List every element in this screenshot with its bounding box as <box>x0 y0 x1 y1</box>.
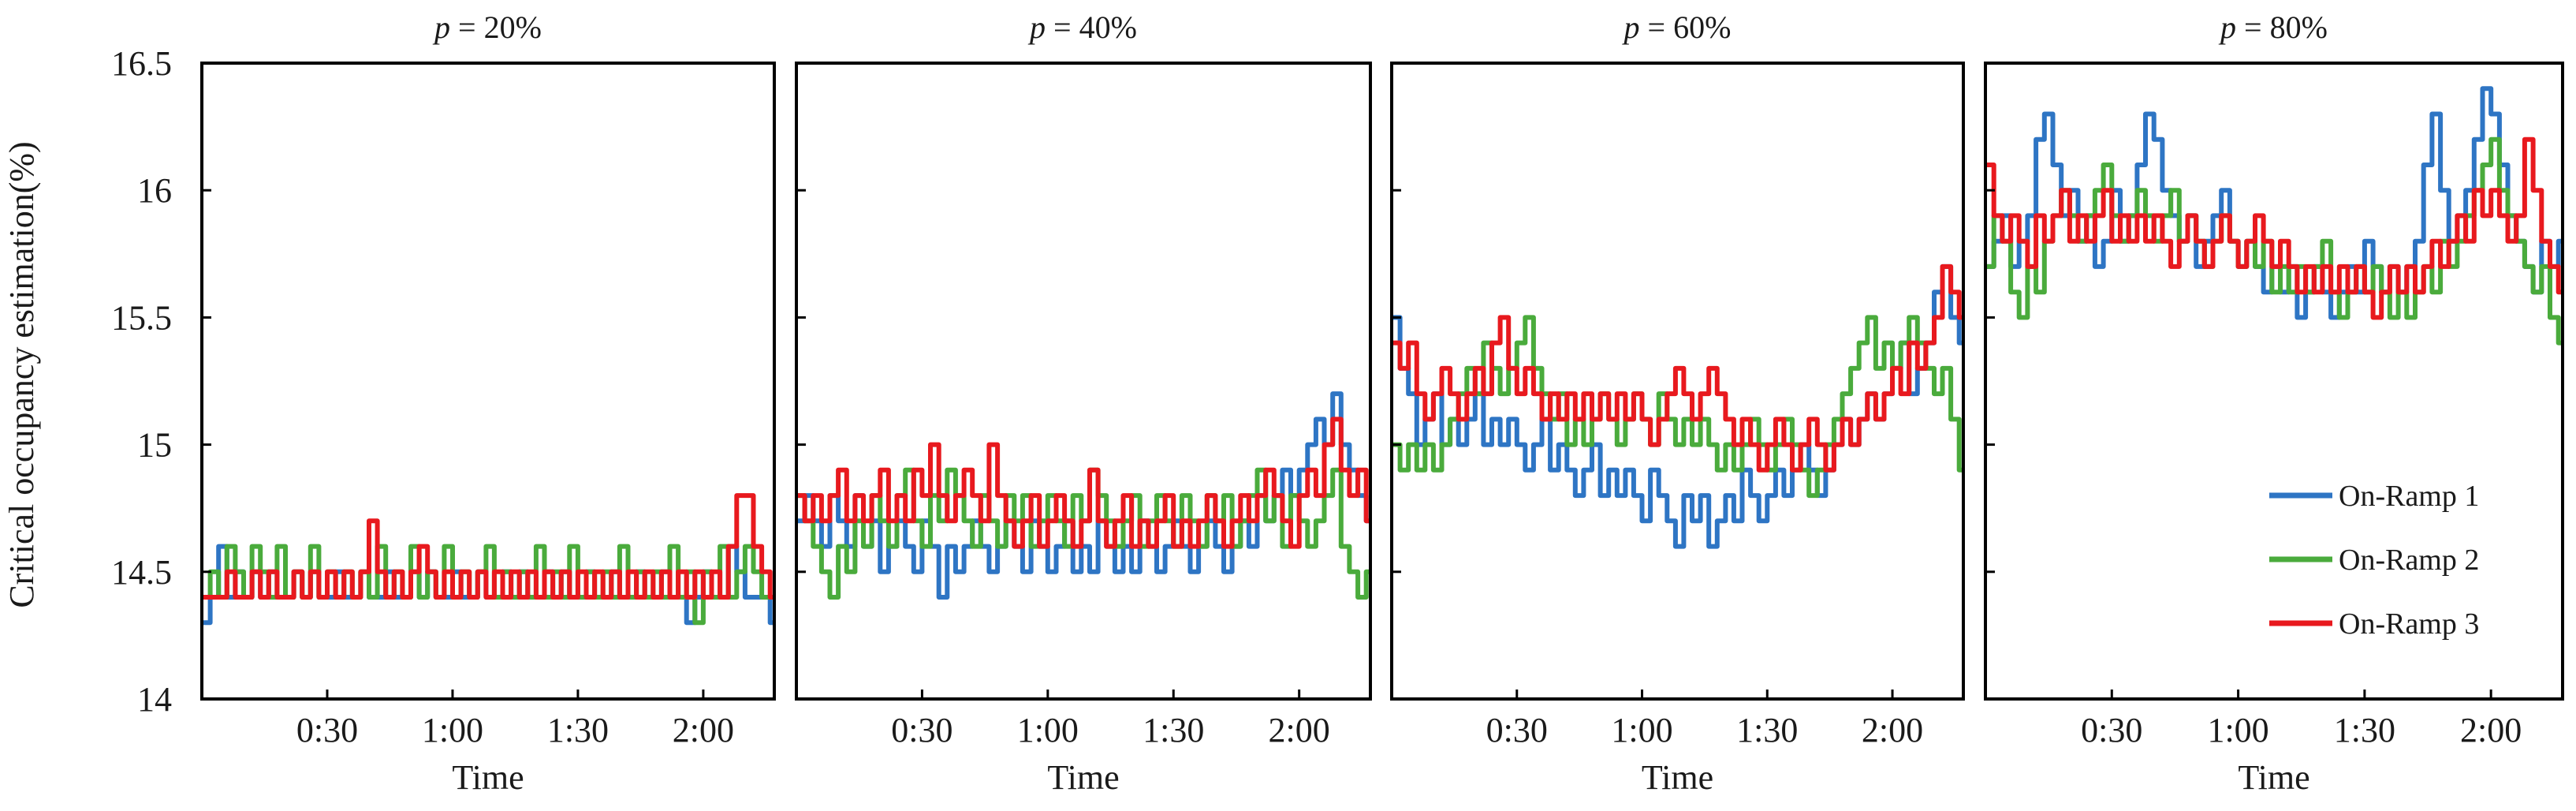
panel-1: p = 20% 14 14.5 15 15.5 16 16.5 0:30 1:00 1:30 2:0… <box>111 9 776 797</box>
x-tick-label: 1:30 <box>1736 711 1798 749</box>
x-tick-label: 2:00 <box>1862 711 1923 749</box>
x-tick-label: 2:00 <box>1269 711 1330 749</box>
panel-title: p = 60% <box>1622 9 1732 45</box>
x-axis-title: Time <box>2238 758 2309 797</box>
legend-label: On-Ramp 1 <box>2339 480 2479 513</box>
y-tick-label: 16 <box>137 171 172 210</box>
x-tick-label: 1:00 <box>1611 711 1672 749</box>
x-axis-title: Time <box>1047 758 1119 797</box>
legend-label: On-Ramp 2 <box>2339 544 2479 577</box>
y-tick-label: 14 <box>137 680 172 719</box>
y-tick-label: 14.5 <box>111 553 172 592</box>
x-axis-title: Time <box>1642 758 1713 797</box>
y-tick-label: 15 <box>137 426 172 465</box>
series-line-on-ramp-3 <box>1985 136 2563 320</box>
y-axis-title: Critical occupancy estimation(%) <box>2 141 41 607</box>
panel-3: p = 60% 0:30 1:00 1:30 2:00 Time <box>1390 9 1965 797</box>
series-line-on-ramp-3 <box>1392 263 1963 473</box>
x-tick-label: 2:00 <box>673 711 734 749</box>
x-tick-label: 0:30 <box>891 711 952 749</box>
series-line-on-ramp-3 <box>796 417 1370 549</box>
x-axis-title: Time <box>452 758 524 797</box>
x-tick-label: 0:30 <box>296 711 358 749</box>
panel-title: p = 40% <box>1027 9 1137 45</box>
chart-panels: p = 20% 14 14.5 15 15.5 16 16.5 0:30 1:00 1:30 2:0… <box>111 9 2564 797</box>
plot-frame <box>795 62 1372 701</box>
panel-2: p = 40% 0:30 1:00 1:30 2:00 Time <box>795 9 1372 797</box>
panel-title: p = 80% <box>2218 9 2328 45</box>
x-tick-label: 1:00 <box>2207 711 2268 749</box>
x-tick-label: 1:00 <box>1017 711 1079 749</box>
plot-frame <box>1984 62 2564 701</box>
y-tick-label: 16.5 <box>111 44 172 83</box>
plot-frame <box>200 62 776 701</box>
x-tick-label: 1:00 <box>422 711 483 749</box>
plot-frame <box>1390 62 1965 701</box>
x-tick-label: 1:30 <box>2334 711 2395 749</box>
panel-4: p = 80% 0:30 1:00 1:30 2:00 Time <box>1984 9 2564 797</box>
x-tick-label: 0:30 <box>1486 711 1548 749</box>
x-tick-label: 2:00 <box>2460 711 2522 749</box>
y-tick-label: 15.5 <box>111 298 172 337</box>
x-tick-label: 1:30 <box>1143 711 1204 749</box>
x-tick-label: 1:30 <box>547 711 609 749</box>
legend-label: On-Ramp 3 <box>2339 607 2479 641</box>
x-tick-label: 0:30 <box>2081 711 2142 749</box>
series-line-on-ramp-3 <box>202 493 774 600</box>
legend: On-Ramp 1 On-Ramp 2 On-Ramp 3 <box>2269 480 2479 641</box>
panel-title: p = 20% <box>432 9 542 45</box>
